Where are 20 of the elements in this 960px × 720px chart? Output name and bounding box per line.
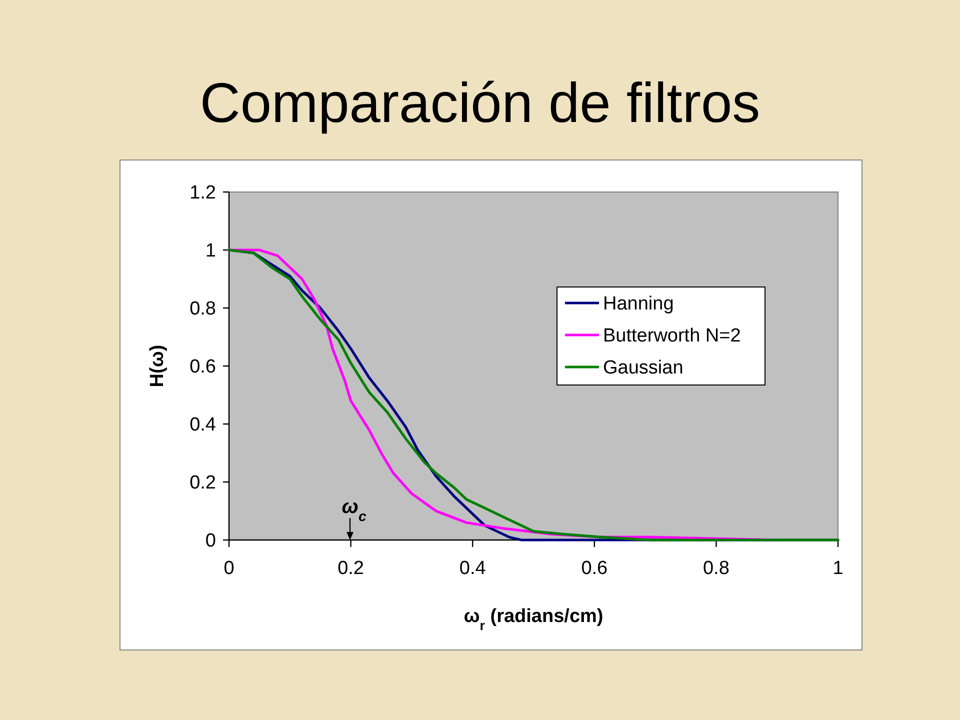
legend-label: Hanning xyxy=(603,294,674,315)
x-tick-label: 0.8 xyxy=(702,558,730,579)
y-axis-title: H(ω) xyxy=(147,344,168,388)
legend-label: Butterworth N=2 xyxy=(603,326,741,347)
x-tick-label: 0.6 xyxy=(581,558,608,579)
y-tick-label: 0.4 xyxy=(190,414,216,436)
annotation: ω$_{c}$ xyxy=(342,496,366,524)
y-tick-label: 1 xyxy=(205,240,216,262)
y-tick-label: 0.2 xyxy=(190,472,216,494)
y-tick-label: 1.2 xyxy=(190,182,216,204)
y-tick-label: 0 xyxy=(205,530,216,552)
chart-title: Comparación de filtros xyxy=(200,71,760,134)
y-tick-label: 0.6 xyxy=(190,356,216,378)
x-tick-label: 1 xyxy=(832,558,844,579)
x-tick-label: 0.4 xyxy=(459,558,486,579)
x-tick-label: 0 xyxy=(224,558,234,579)
y-tick-label: 0.8 xyxy=(190,298,216,320)
x-tick-label: 0.2 xyxy=(338,558,364,579)
x-axis-title: ω$_{r}$ (radians/cm) xyxy=(464,606,604,632)
legend-label: Gaussian xyxy=(603,358,684,379)
